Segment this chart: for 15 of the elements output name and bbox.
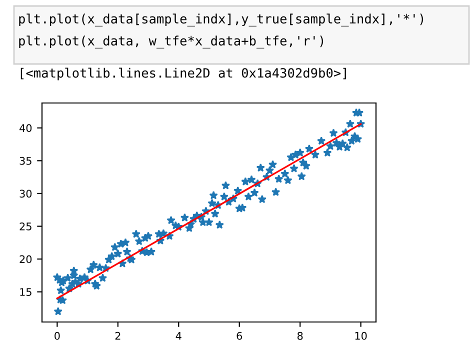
x-tick-label: 8 (297, 332, 303, 340)
y-tick-label: 30 (20, 190, 32, 198)
x-tick-label: 0 (54, 332, 60, 340)
x-tick-label: 2 (115, 332, 120, 340)
text: plt.plot(x_data, w_tfe*x_data+b_tfe,'r') (19, 36, 324, 48)
text: plt.plot(x_data[sample_indx],y_true[sample_indx],'*') (19, 14, 424, 26)
y-tick-label: 40 (20, 124, 32, 132)
text: [<matplotlib.lines.Line2D at 0x1a4302d9b0>] (20, 68, 346, 80)
y-tick-label: 20 (20, 255, 32, 264)
x-tick-label: 4 (176, 332, 182, 340)
x-tick-label: 6 (236, 332, 242, 340)
x-tick-label: 10 (355, 332, 367, 340)
y-tick-label: 35 (20, 156, 32, 165)
y-tick-label: 15 (20, 288, 32, 296)
y-tick-label: 25 (20, 222, 32, 230)
